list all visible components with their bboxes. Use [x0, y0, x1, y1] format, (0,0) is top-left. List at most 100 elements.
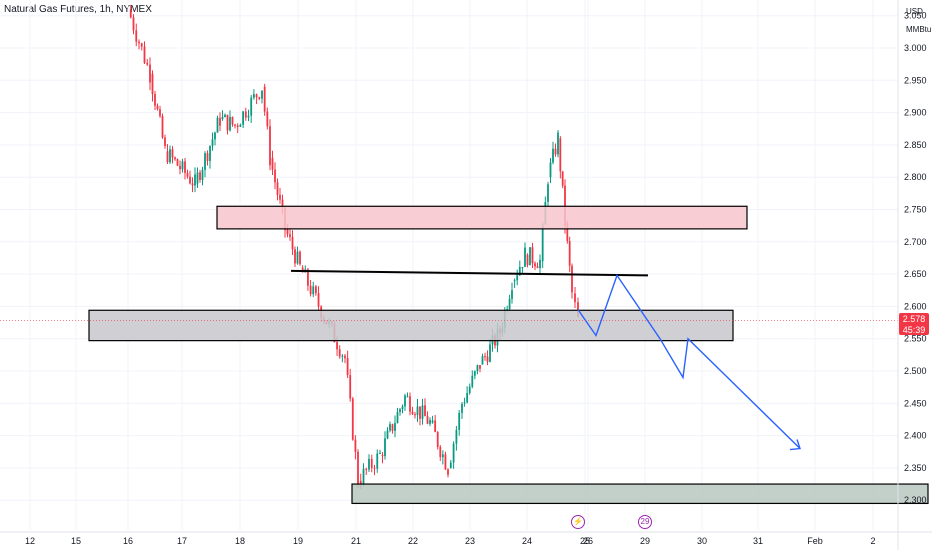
candle-body — [559, 138, 562, 172]
candle-body — [149, 64, 151, 83]
candle-body — [534, 263, 536, 267]
price-tick-label: 3.000 — [904, 43, 927, 53]
price-tick-label: 2.350 — [904, 463, 927, 473]
bar-countdown: 45:39 — [902, 325, 926, 335]
candle-body — [506, 309, 509, 311]
zones[interactable] — [88, 205, 929, 505]
candle-body — [346, 358, 349, 376]
time-tick-label: 21 — [351, 536, 361, 546]
candle-body — [164, 137, 166, 147]
candle-body — [258, 97, 261, 99]
candle-body — [426, 416, 429, 424]
candle-body — [266, 111, 269, 127]
candle-body — [216, 117, 219, 133]
candle-body — [255, 94, 258, 98]
candle-body — [271, 157, 274, 170]
candle-body — [370, 458, 373, 468]
price-axis[interactable]: 3.050 3.000 2.950 2.900 2.850 2.800 2.750 2.700… — [897, 0, 927, 550]
timeframe[interactable]: 1h — [99, 4, 111, 15]
candle-body — [279, 194, 281, 200]
price-tick-label: 2.650 — [904, 269, 927, 279]
time-tick-label: 24 — [522, 536, 532, 546]
trendline[interactable] — [290, 269, 649, 277]
time-tick-label: 25 — [580, 536, 590, 546]
last-price-value: 2.578 — [902, 314, 926, 324]
candle-body — [376, 453, 379, 469]
candle-body — [349, 375, 352, 399]
candle-body — [307, 269, 309, 286]
candle-body — [379, 452, 381, 454]
candle-body — [219, 117, 221, 126]
drawings[interactable] — [0, 269, 898, 451]
candle-body — [409, 396, 411, 412]
candle-body — [226, 114, 229, 131]
calendar-29-icon[interactable]: 29 — [638, 515, 652, 529]
candle-body — [513, 280, 516, 282]
candle-body — [351, 398, 354, 440]
candle-body — [421, 405, 424, 419]
price-tick-label: 2.800 — [904, 172, 927, 182]
candle-body — [414, 414, 416, 416]
candle-body — [554, 148, 557, 155]
candle-body — [471, 375, 474, 387]
candle-body — [518, 267, 521, 276]
candle-body — [236, 125, 239, 127]
lightning-icon[interactable]: ⚡ — [571, 515, 585, 529]
candle-body — [253, 94, 255, 98]
candle-body — [401, 406, 404, 410]
candle-body — [476, 365, 479, 372]
candle-body — [242, 111, 244, 125]
candle-body — [429, 420, 431, 424]
candle-body — [317, 293, 320, 307]
candle-body — [362, 468, 365, 485]
candle-body — [169, 149, 171, 163]
price-tick-label: 2.600 — [904, 301, 927, 311]
candle-body — [386, 430, 389, 439]
candle-body — [206, 153, 209, 161]
projection-path[interactable] — [577, 273, 801, 450]
candle-body — [508, 298, 511, 310]
candle-body — [312, 286, 315, 295]
candle-body — [365, 468, 368, 470]
candle-body — [424, 405, 426, 417]
candle-body — [294, 249, 296, 264]
candle-body — [296, 251, 299, 264]
time-tick-label: 18 — [235, 536, 245, 546]
time-tick-label: 16 — [123, 536, 133, 546]
candle-body — [561, 171, 564, 186]
candle-body — [234, 124, 236, 126]
candle-body — [135, 30, 138, 42]
candle-body — [231, 116, 234, 125]
candle-body — [549, 162, 552, 178]
candle-body — [444, 454, 447, 470]
time-tick-label: 26 — [583, 536, 593, 546]
candle-body — [186, 172, 189, 177]
candle-body — [463, 402, 466, 404]
bottom-zone[interactable] — [351, 483, 929, 505]
price-tick-label: 2.950 — [904, 75, 927, 85]
candle-body — [138, 41, 140, 44]
time-tick-label: 22 — [408, 536, 418, 546]
support-zone[interactable] — [88, 309, 734, 342]
candle-body — [552, 148, 554, 163]
candle-body — [174, 157, 176, 160]
time-tick-label: 15 — [71, 536, 81, 546]
candle-body — [239, 124, 242, 127]
exchange: NYMEX — [116, 4, 152, 15]
chart-title: Natural Gas Futures, 1h, NYMEX — [4, 4, 152, 15]
currency-label[interactable]: USD — [906, 7, 923, 16]
candle-body — [289, 234, 291, 237]
last-price-tag: 2.578 45:39 — [899, 313, 929, 335]
price-tick-label: 2.900 — [904, 108, 927, 118]
unit-label[interactable]: MMBtu — [906, 25, 932, 34]
candle-body — [481, 356, 484, 365]
candle-body — [368, 458, 370, 470]
candle-body — [394, 423, 396, 431]
candle-body — [458, 412, 461, 430]
candle-body — [557, 132, 559, 155]
resistance-zone[interactable] — [216, 205, 748, 230]
candle-body — [461, 403, 463, 413]
candle-body — [547, 184, 549, 202]
